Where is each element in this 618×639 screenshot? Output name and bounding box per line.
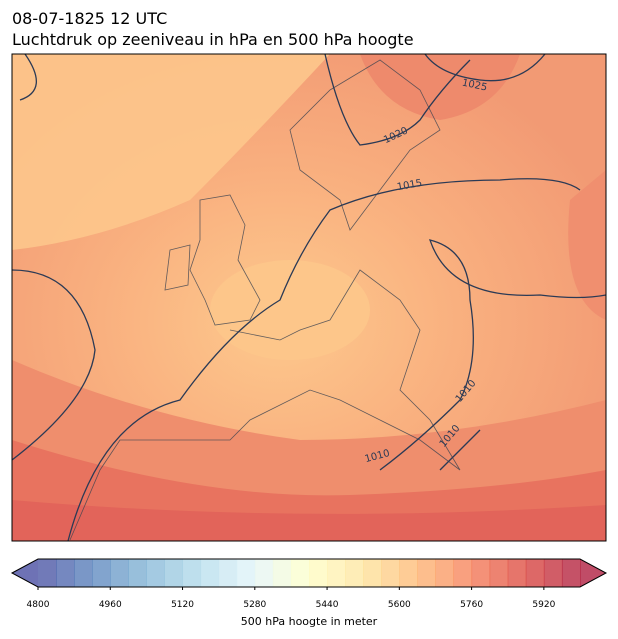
- colorbar-segment: [74, 559, 93, 587]
- colorbar-segment: [128, 559, 147, 587]
- height-field: [12, 54, 330, 250]
- height-field: [568, 170, 606, 320]
- height-field: [210, 260, 370, 360]
- colorbar-tick-label: 4960: [99, 600, 122, 610]
- map-frame: [11, 53, 607, 542]
- colorbar-extend: [12, 559, 38, 587]
- colorbar-segment: [327, 559, 346, 587]
- subtitle: Luchtdruk op zeeniveau in hPa en 500 hPa…: [12, 30, 414, 49]
- height-field: [12, 500, 606, 541]
- coastline: [69, 59, 461, 541]
- isobar: [12, 269, 96, 461]
- colorbar-tick-label: 5440: [316, 600, 339, 610]
- colorbar-segment: [146, 559, 165, 587]
- colorbar-segment: [218, 559, 238, 587]
- colorbar-label: 500 hPa hoogte in meter: [241, 615, 378, 628]
- title: 08-07-1825 12 UTC: [12, 9, 167, 28]
- colorbar-segment: [290, 559, 310, 587]
- colorbar-segment: [417, 559, 436, 587]
- colorbar-segment: [309, 559, 328, 587]
- isobar: [67, 178, 581, 541]
- colorbar-segment: [182, 559, 202, 587]
- colorbar-segment: [110, 559, 129, 587]
- isobar: [424, 54, 546, 82]
- colorbar-segment: [38, 559, 57, 587]
- colorbar: 4800 4960 5120 5280 5440 5600 5760 5920: [10, 558, 608, 610]
- colorbar-tick-label: 5120: [171, 600, 194, 610]
- colorbar-segment: [345, 559, 364, 587]
- isobar-label: 1015: [396, 178, 423, 193]
- colorbar-segment: [525, 559, 545, 587]
- isobar-label: 1025: [461, 78, 488, 94]
- colorbar-segment: [164, 559, 184, 587]
- map: 1025 1020 1015 1010 1010 1010: [12, 54, 606, 541]
- colorbar-segment: [56, 559, 75, 587]
- colorbar-segment: [200, 559, 220, 587]
- colorbar-segment: [254, 559, 274, 587]
- colorbar-tick-label: 5760: [460, 600, 483, 610]
- colorbar-segment: [471, 559, 491, 587]
- colorbar-segment: [435, 559, 455, 587]
- colorbar-extend: [580, 559, 606, 587]
- isobar: [379, 239, 606, 471]
- colorbar-segment: [489, 559, 509, 587]
- colorbar-tick-label: 5920: [532, 600, 555, 610]
- colorbar-segment: [236, 559, 256, 587]
- colorbar-tick-label: 4800: [27, 600, 50, 610]
- colorbar-tick-label: 5600: [388, 600, 411, 610]
- colorbar-segment: [507, 559, 527, 587]
- colorbar-segment: [92, 559, 111, 587]
- isobar: [439, 429, 481, 471]
- colorbar-segment: [363, 559, 382, 587]
- isobar: [19, 54, 38, 101]
- height-field: [360, 54, 520, 120]
- colorbar-segment: [543, 559, 563, 587]
- colorbar-segment: [561, 559, 581, 587]
- colorbar-segment: [399, 559, 418, 587]
- isobar: [324, 54, 471, 146]
- colorbar-segment: [381, 559, 400, 587]
- colorbar-tick-label: 5280: [243, 600, 266, 610]
- colorbar-segment: [453, 559, 473, 587]
- colorbar-segment: [272, 559, 292, 587]
